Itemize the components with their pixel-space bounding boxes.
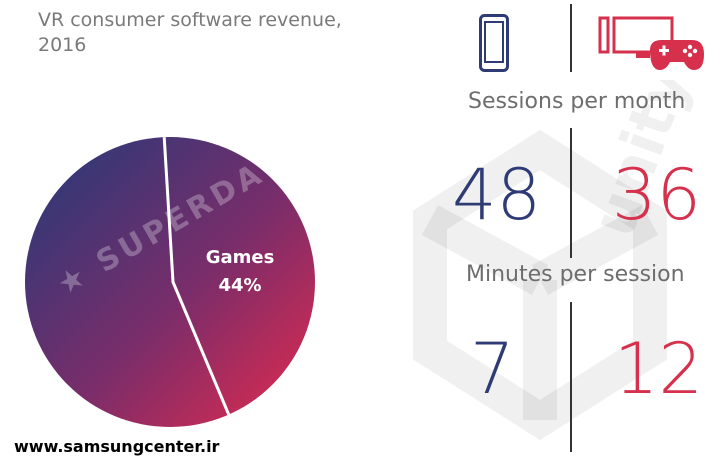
mobile-sessions-value: 48	[452, 154, 542, 236]
chart-title: VR consumer software revenue, 2016	[38, 9, 342, 56]
mobile-minutes-value: 7	[470, 328, 515, 410]
console-sessions-value: 36	[612, 154, 702, 236]
slice-value-games: 44%	[218, 275, 261, 296]
unity-watermark-icon: unity	[413, 80, 704, 441]
footer-url: www.samsungcenter.ir	[14, 437, 220, 456]
column-divider-top	[570, 4, 572, 72]
column-divider-middle	[570, 128, 572, 258]
pie-disk	[25, 137, 315, 427]
minutes-per-session-label: Minutes per session	[466, 262, 685, 287]
mobile-phone-icon	[479, 14, 509, 72]
pc-gamepad-icon	[598, 16, 704, 70]
slice-label-games: Games	[206, 247, 275, 268]
slice-separator	[162, 137, 231, 416]
sessions-per-month-label: Sessions per month	[468, 89, 686, 114]
column-divider-bottom	[570, 302, 572, 452]
console-minutes-value: 12	[614, 328, 704, 410]
